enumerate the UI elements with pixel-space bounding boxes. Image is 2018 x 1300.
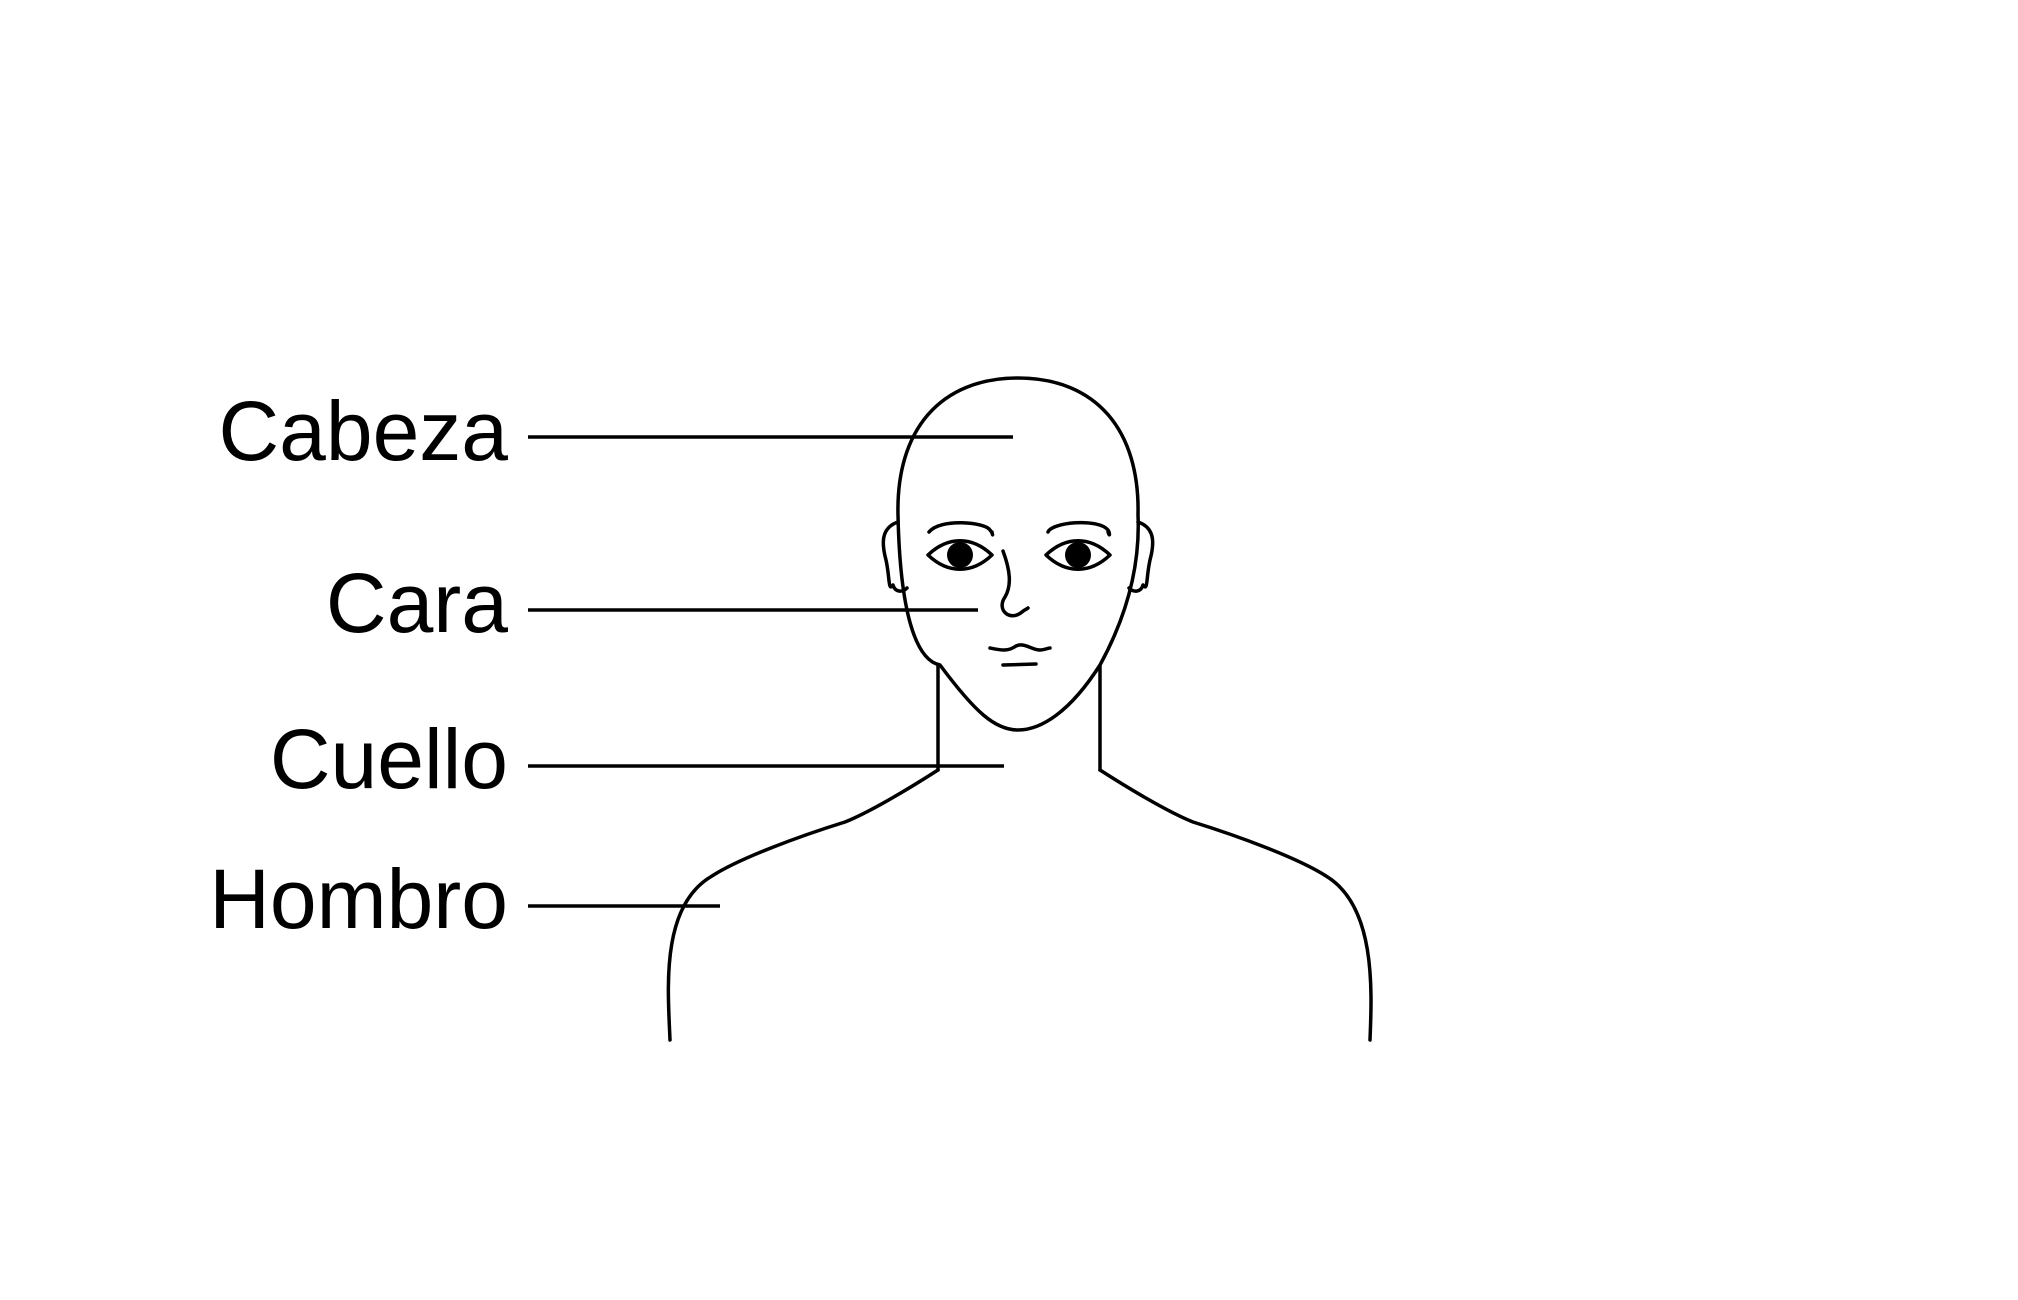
nose (1000, 549, 1030, 618)
left-eyebrow (927, 521, 995, 537)
left-shoulder-outline (666, 768, 940, 1042)
right-eye (1044, 539, 1112, 571)
right-ear (1127, 520, 1155, 593)
label-neck: Cuello (270, 712, 508, 806)
mouth (988, 643, 1052, 652)
right-pupil (1065, 542, 1091, 568)
right-shoulder-outline (1098, 768, 1373, 1042)
label-face: Cara (326, 556, 508, 650)
head-outline (896, 376, 1140, 732)
right-eyebrow (1046, 520, 1112, 537)
chin-line (1001, 662, 1038, 667)
left-eye (926, 539, 994, 571)
label-head: Cabeza (218, 384, 508, 478)
left-pupil (947, 542, 973, 568)
label-shoulder: Hombro (209, 852, 508, 946)
left-ear (881, 520, 909, 593)
